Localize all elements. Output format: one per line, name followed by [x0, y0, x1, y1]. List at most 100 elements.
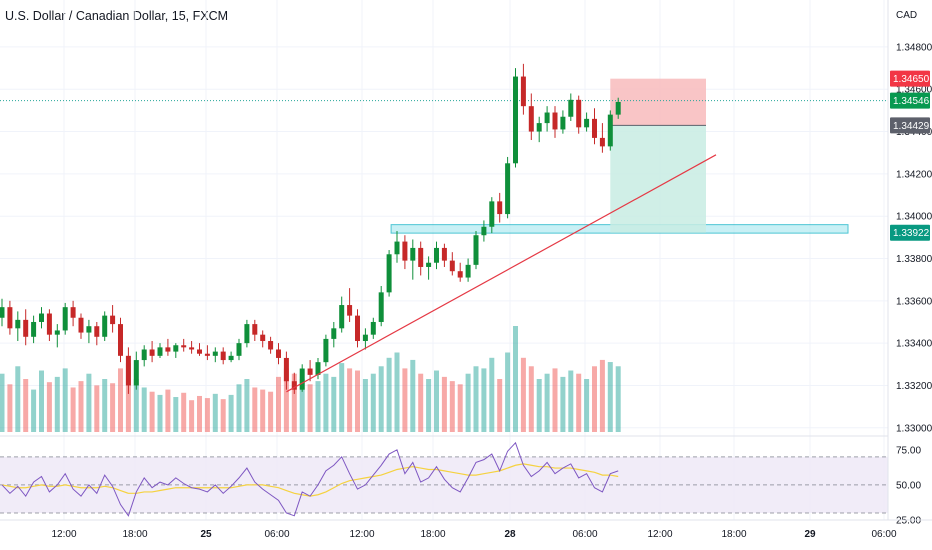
candle [386, 250, 392, 297]
volume-bar [473, 366, 479, 432]
price-tick-label: 1.33400 [896, 339, 932, 350]
volume-bar [204, 398, 210, 432]
candle [157, 343, 163, 358]
candle-body [244, 324, 250, 344]
price-axis[interactable]: CAD1.348001.346001.344001.342001.340001.… [887, 0, 932, 550]
candle-body [347, 305, 353, 316]
candle [141, 345, 147, 367]
volume-bar [23, 379, 29, 432]
candle [102, 311, 108, 342]
candle-body [46, 313, 52, 335]
candle [355, 309, 360, 348]
time-axis[interactable]: 12:00 18:00 25 06:00 12:00 18:00 28 06:00 12:00 1… [0, 519, 932, 540]
candle-body [323, 338, 329, 363]
candle-body [181, 345, 187, 348]
candle-body [276, 349, 281, 358]
candle [520, 63, 526, 115]
candle [560, 110, 566, 134]
time-tick-label: 18:00 [420, 529, 445, 540]
candle-body [568, 99, 574, 117]
candle [173, 343, 179, 358]
price-tick-label: 1.33600 [896, 296, 932, 307]
candle-body [0, 307, 5, 318]
candle [228, 351, 234, 363]
candle [339, 296, 345, 333]
candle [181, 338, 187, 352]
candle-body [434, 247, 439, 263]
volume-bar [94, 385, 100, 432]
volume-bar [149, 391, 155, 432]
time-tick-label: 12:00 [349, 529, 374, 540]
candle-body [473, 235, 479, 265]
candle-body [62, 307, 68, 331]
candle [434, 241, 439, 270]
time-tick-label: 06:00 [572, 529, 597, 540]
price-tag [890, 70, 930, 87]
volume-bar [252, 387, 258, 432]
candle-body [268, 341, 274, 350]
volume-bar [331, 376, 337, 432]
candle [394, 231, 400, 263]
volume-bar [536, 379, 542, 432]
candle [536, 116, 542, 143]
price-tick-label: 1.33000 [896, 423, 932, 434]
time-tick-label: 28 [504, 529, 516, 540]
volume-bar [323, 373, 329, 432]
candle [449, 252, 455, 276]
volume-bar [181, 392, 187, 432]
volume-bar [78, 381, 84, 432]
candle-body [513, 76, 518, 164]
candle-body [260, 334, 266, 342]
candle [505, 156, 511, 219]
candle-body [370, 321, 376, 335]
symbol-title[interactable]: U.S. Dollar / Canadian Dollar, 15, FXCM [5, 9, 229, 23]
candle [544, 106, 550, 132]
price-tick-label: 1.34800 [896, 42, 932, 53]
currency-label: CAD [896, 10, 917, 21]
candle [252, 319, 258, 342]
volume-bar [110, 383, 116, 432]
candle-body [481, 226, 487, 236]
candle [331, 321, 337, 348]
volume-bar [418, 373, 424, 432]
candle-body [339, 305, 345, 329]
volume-bar [410, 359, 416, 432]
candle [125, 347, 131, 394]
candle [244, 319, 250, 348]
candle-body [402, 241, 408, 261]
candle [315, 357, 321, 380]
candle-body [331, 328, 337, 339]
volume-bar [220, 399, 226, 432]
volume-bar [513, 326, 518, 432]
candle [236, 338, 242, 361]
volume-bar [165, 389, 171, 432]
candle-body [220, 351, 226, 361]
candle [110, 305, 116, 333]
volume-bar [173, 397, 179, 432]
volume-bar [394, 352, 400, 432]
candle-body [197, 349, 202, 354]
volume-bar [157, 394, 163, 432]
candle [457, 262, 463, 282]
candle [347, 288, 353, 322]
candle-body [592, 118, 597, 138]
candle [197, 343, 202, 356]
candle-body [355, 315, 360, 342]
volume-bar [307, 384, 313, 432]
volume-bar [520, 357, 526, 432]
price-tag-label: 1.34650 [893, 74, 930, 85]
rsi-tick-label: 25.00 [896, 516, 921, 527]
volume-bar [481, 368, 487, 432]
price-tag [890, 92, 930, 109]
candle [283, 351, 289, 390]
candle-body [544, 112, 550, 124]
price-tag [890, 224, 930, 241]
candle-body [457, 271, 463, 278]
volume-bar [449, 381, 455, 432]
candle-body [149, 349, 155, 356]
candle-body [576, 99, 582, 128]
volume-bar [31, 389, 37, 432]
volume-bar [497, 379, 503, 432]
time-tick-label: 06:00 [871, 529, 896, 540]
